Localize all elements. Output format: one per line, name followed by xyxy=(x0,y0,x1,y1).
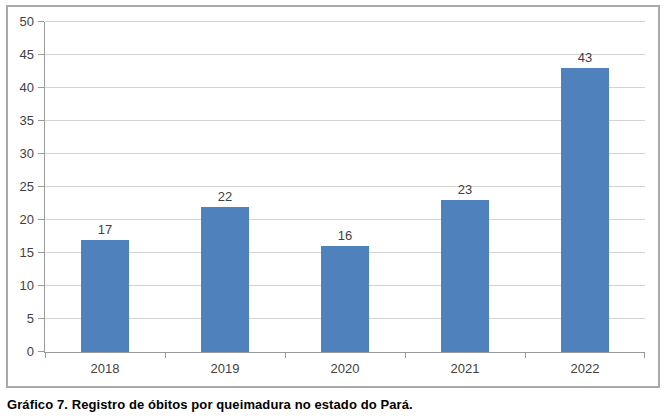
bar-value-label: 43 xyxy=(525,51,645,65)
y-axis-tick xyxy=(38,153,44,154)
y-axis-label: 35 xyxy=(0,114,34,127)
y-axis-tick xyxy=(38,21,44,22)
x-axis-tick xyxy=(525,352,526,358)
bar-value-label: 16 xyxy=(285,229,405,243)
chart-figure: 0 5 10 15 20 25 30 35 40 45 50 17 2018 22 2019 16 2020 23… xyxy=(0,0,666,420)
bar-value-label: 22 xyxy=(165,190,285,204)
figure-caption: Gráfico 7. Registro de óbitos por queima… xyxy=(7,397,413,412)
y-axis-tick xyxy=(38,219,44,220)
y-axis-tick xyxy=(38,54,44,55)
y-axis-tick xyxy=(38,318,44,319)
y-axis-label: 10 xyxy=(0,279,34,292)
plot-area: 0510152025303540455017201822201916202023… xyxy=(44,22,645,353)
y-axis-tick xyxy=(38,186,44,187)
gridline xyxy=(45,120,645,121)
y-axis-label: 5 xyxy=(0,312,34,325)
bar-value-label: 17 xyxy=(45,223,165,237)
y-axis-label: 0 xyxy=(0,345,34,358)
y-axis-label: 50 xyxy=(0,15,34,28)
chart-frame: 0510152025303540455017201822201916202023… xyxy=(6,5,660,388)
y-axis-label: 30 xyxy=(0,147,34,160)
gridline xyxy=(45,219,645,220)
x-axis-label: 2019 xyxy=(165,361,285,376)
bar xyxy=(441,200,489,352)
y-axis-tick xyxy=(38,285,44,286)
x-axis-label: 2018 xyxy=(45,361,165,376)
bar xyxy=(321,246,369,352)
x-axis-tick xyxy=(45,352,46,358)
y-axis-tick xyxy=(38,120,44,121)
y-axis-label: 20 xyxy=(0,213,34,226)
gridline xyxy=(45,186,645,187)
y-axis-tick xyxy=(38,252,44,253)
x-axis-tick xyxy=(644,352,645,358)
y-axis-label: 15 xyxy=(0,246,34,259)
x-axis-label: 2021 xyxy=(405,361,525,376)
x-axis-tick xyxy=(165,352,166,358)
y-axis-tick xyxy=(38,351,44,352)
y-axis-tick xyxy=(38,87,44,88)
x-axis-label: 2022 xyxy=(525,361,645,376)
x-axis-tick xyxy=(285,352,286,358)
gridline xyxy=(45,21,645,22)
y-axis-label: 25 xyxy=(0,180,34,193)
gridline xyxy=(45,87,645,88)
y-axis-label: 40 xyxy=(0,81,34,94)
bar xyxy=(81,240,129,352)
x-axis-tick xyxy=(405,352,406,358)
bar xyxy=(561,68,609,352)
y-axis-label: 45 xyxy=(0,48,34,61)
x-axis-label: 2020 xyxy=(285,361,405,376)
gridline xyxy=(45,153,645,154)
bar xyxy=(201,207,249,352)
bar-value-label: 23 xyxy=(405,183,525,197)
